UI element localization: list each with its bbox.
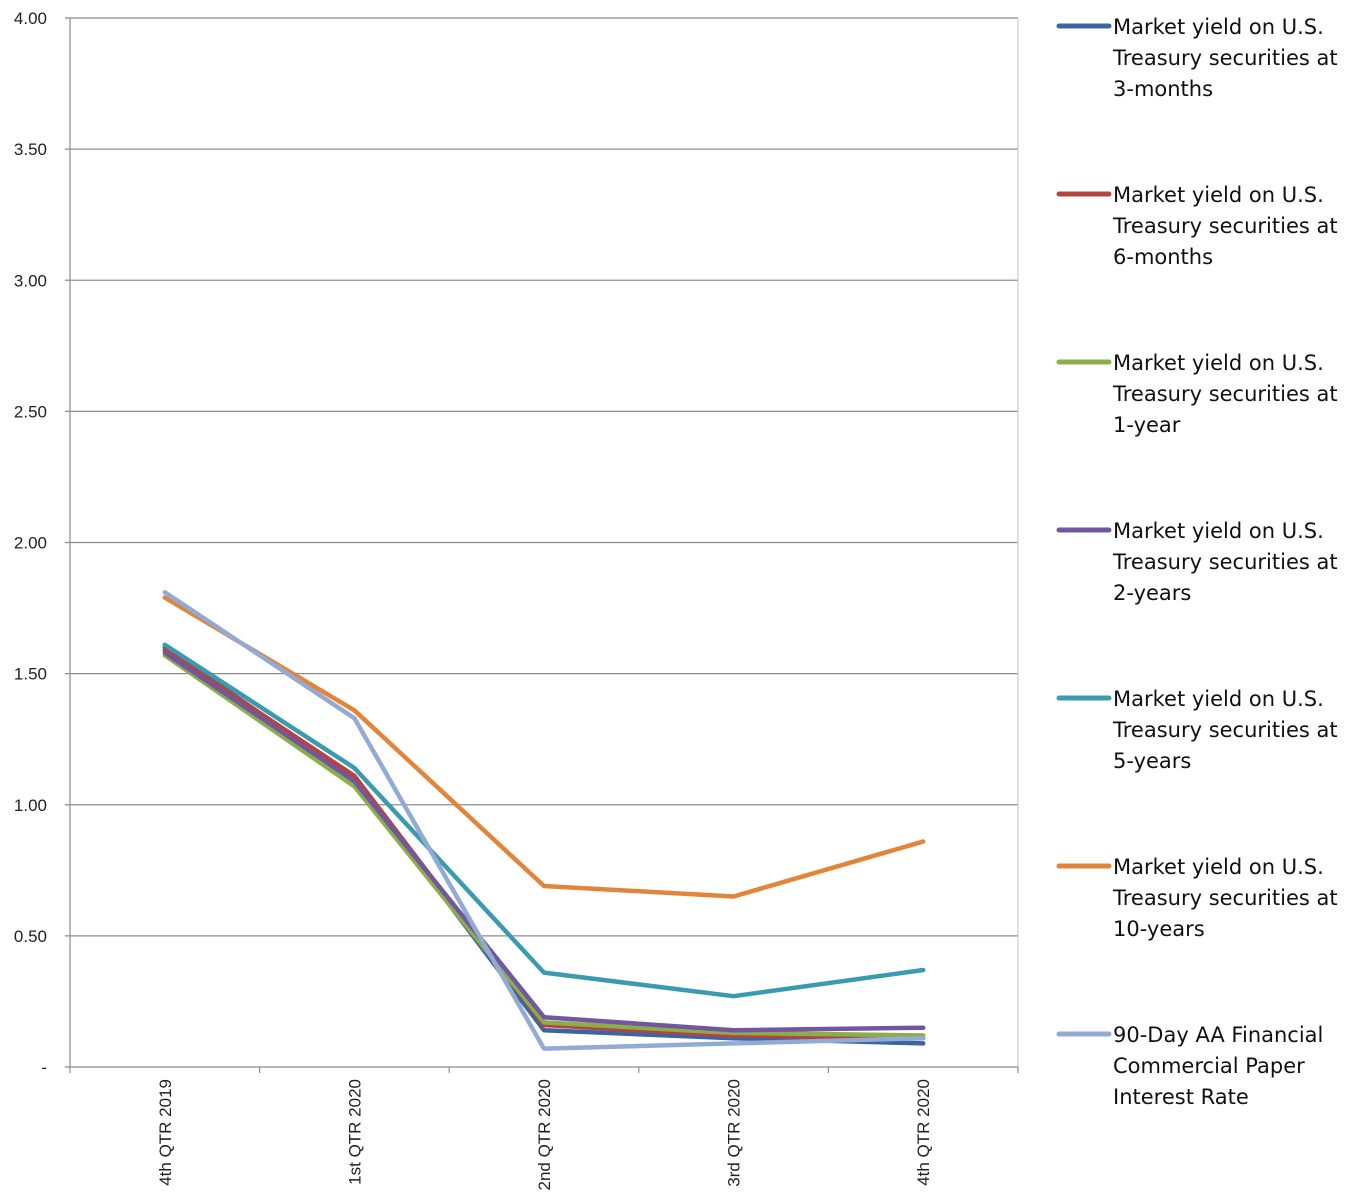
x-tick-label: 3rd QTR 2020	[725, 1079, 744, 1187]
y-tick-label: 4.00	[14, 9, 47, 28]
series-line-2	[162, 653, 926, 1038]
y-tick-label: 1.00	[14, 796, 47, 815]
legend-label: 10-years	[1113, 917, 1205, 941]
legend-label: Market yield on U.S.	[1113, 351, 1324, 375]
gridlines	[65, 17, 1018, 937]
legend-label: Treasury securities at	[1112, 214, 1338, 238]
legend-label: Treasury securities at	[1112, 886, 1338, 910]
y-tick-label: 3.50	[14, 140, 47, 159]
legend-label: 2-years	[1113, 581, 1191, 605]
legend-label: Market yield on U.S.	[1113, 519, 1324, 543]
legend-label: Interest Rate	[1113, 1085, 1249, 1109]
legend: Market yield on U.S. Treasury securities …	[1056, 15, 1338, 1109]
legend-entry: Market yield on U.S. Treasury securities …	[1056, 351, 1338, 437]
axes	[65, 18, 1019, 1073]
y-tick-label: 0.50	[14, 927, 47, 946]
legend-label: 3-months	[1113, 77, 1213, 101]
x-tick-label: 4th QTR 2020	[914, 1079, 933, 1186]
series-line-3	[162, 650, 926, 1033]
legend-label: Treasury securities at	[1112, 46, 1338, 70]
legend-entry: Market yield on U.S. Treasury securities …	[1056, 855, 1338, 941]
legend-label: Treasury securities at	[1112, 718, 1338, 742]
legend-label: Market yield on U.S.	[1113, 15, 1324, 39]
legend-label: Treasury securities at	[1112, 550, 1338, 574]
legend-entry: Market yield on U.S. Treasury securities …	[1056, 183, 1338, 269]
legend-label: Market yield on U.S.	[1113, 855, 1324, 879]
series-line-5	[162, 595, 926, 899]
y-tick-label: 2.50	[14, 402, 47, 421]
legend-label: 1-year	[1113, 413, 1181, 437]
legend-entry: Market yield on U.S. Treasury securities …	[1056, 15, 1338, 101]
x-tick-label: 4th QTR 2019	[156, 1079, 175, 1186]
legend-label: Market yield on U.S.	[1113, 687, 1324, 711]
legend-label: Commercial Paper	[1113, 1054, 1305, 1078]
y-axis-tick-labels: - 0.50 1.00 1.50 2.00 2.50 3.00 3.50 4.00	[14, 9, 47, 1077]
legend-entry: Market yield on U.S. Treasury securities …	[1056, 687, 1338, 773]
legend-entry: 90-Day AA Financial Commercial Paper Inter…	[1056, 1023, 1323, 1109]
series-line-1	[162, 647, 926, 1041]
x-tick-label: 2nd QTR 2020	[535, 1079, 554, 1191]
legend-entry: Market yield on U.S. Treasury securities …	[1056, 519, 1338, 605]
legend-label: 6-months	[1113, 245, 1213, 269]
series-line-4	[162, 642, 926, 999]
series-line-6	[162, 590, 926, 1051]
y-tick-label: 1.50	[14, 665, 47, 684]
legend-label: 5-years	[1113, 749, 1191, 773]
x-axis-tick-labels: 4th QTR 2019 1st QTR 2020 2nd QTR 2020 3rd …	[156, 1079, 933, 1191]
series-lines	[162, 590, 926, 1051]
y-tick-label: 3.00	[14, 271, 47, 290]
y-tick-label: -	[41, 1058, 47, 1077]
legend-label: Market yield on U.S.	[1113, 183, 1324, 207]
x-tick-label: 1st QTR 2020	[345, 1079, 364, 1185]
y-tick-label: 2.00	[14, 534, 47, 553]
legend-label: Treasury securities at	[1112, 382, 1338, 406]
legend-label: 90-Day AA Financial	[1113, 1023, 1323, 1047]
